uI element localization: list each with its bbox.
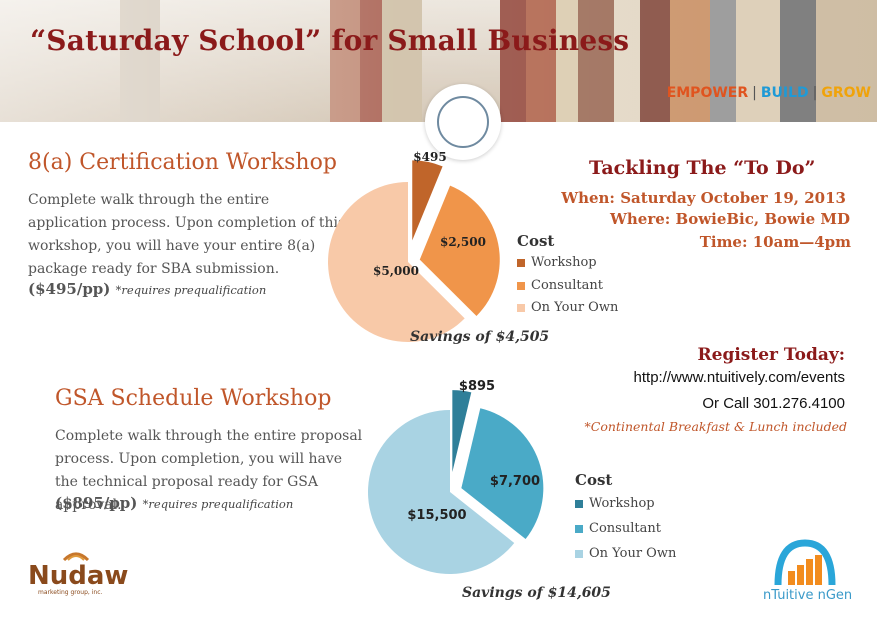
event-where: Where: BowieBic, Bowie MD [610, 210, 850, 228]
workshop1-legend-title: Cost [517, 232, 555, 250]
nudawn-logo: Nudawn marketing group, inc. [28, 548, 147, 602]
workshop1-legend-workshop: Workshop [517, 255, 597, 270]
workshop1-cost-pie-chart: $495 $2,500 $5,000 [328, 150, 500, 342]
legend-label: Consultant [531, 278, 603, 293]
pie-data-label: $2,500 [440, 235, 486, 249]
workshop2-savings: Savings of $14,605 [462, 585, 611, 601]
pie-data-label: $495 [413, 150, 446, 164]
pie-slice-on-your-own [368, 410, 515, 574]
pie-data-label: $5,000 [373, 264, 419, 278]
ntuitive-logo-icon [770, 535, 840, 594]
tagline-grow: GROW [821, 85, 871, 101]
ring-ornament-icon [425, 84, 501, 160]
legend-swatch [517, 281, 525, 290]
workshop2-cost-pie-chart: $895 $7,700 $15,500 [368, 379, 544, 574]
workshop2-price-line: ($895/pp) *requires prequalification [55, 494, 293, 512]
nudawn-logo-text: Nudawn [28, 561, 128, 591]
tagline: EMPOWER | BUILD | GROW [667, 85, 871, 101]
pie-data-label: $7,700 [490, 474, 540, 489]
workshop2-title: GSA Schedule Workshop [55, 386, 332, 411]
workshop2-legend-on-your-own: On Your Own [575, 546, 676, 561]
legend-swatch [575, 524, 583, 533]
workshop1-price-line: ($495/pp) *requires prequalification [28, 280, 266, 298]
nudawn-logo-subtext: marketing group, inc. [38, 589, 102, 596]
pie-slice-consultant [461, 408, 544, 540]
workshop2-legend-workshop: Workshop [575, 496, 655, 511]
register-phone: Or Call 301.276.4100 [702, 395, 845, 412]
legend-label: Workshop [589, 496, 655, 511]
pie-data-label: $895 [459, 379, 495, 394]
workshop2-legend-title: Cost [575, 471, 613, 489]
legend-swatch [575, 549, 583, 558]
workshop1-legend-on-your-own: On Your Own [517, 300, 618, 315]
register-url-link[interactable]: http://www.ntuitively.com/events [633, 369, 845, 386]
tagline-separator: | [812, 85, 818, 101]
legend-swatch [517, 258, 525, 267]
legend-label: On Your Own [531, 300, 619, 315]
workshop1-requirement: *requires prequalification [115, 283, 267, 297]
legend-label: On Your Own [589, 546, 677, 561]
workshop1-price: ($495/pp) [28, 280, 111, 298]
meal-note: *Continental Breakfast & Lunch included [584, 419, 847, 434]
event-time: Time: 10am—4pm [699, 233, 851, 251]
pie-slice-workshop [452, 390, 472, 473]
page-title: “Saturday School” for Small Business [30, 24, 630, 57]
legend-label: Workshop [531, 255, 597, 270]
tagline-build: BUILD [760, 85, 809, 101]
legend-swatch [575, 499, 583, 508]
pie-slice-workshop [412, 160, 443, 241]
legend-label: Consultant [589, 521, 661, 536]
workshop1-savings: Savings of $4,505 [410, 329, 550, 345]
pie-slice-on-your-own [328, 182, 465, 342]
register-title: Register Today: [697, 345, 846, 365]
workshop2-legend-consultant: Consultant [575, 521, 661, 536]
event-title: Tackling The “To Do” [589, 157, 816, 179]
ntuitive-logo-text: nTuitive nGen [763, 588, 853, 603]
event-when: When: Saturday October 19, 2013 [561, 189, 846, 207]
legend-swatch [517, 303, 525, 312]
workshop2-description: Complete walk through the entire proposa… [55, 428, 363, 513]
header-banner: “Saturday School” for Small Business EMP… [0, 0, 877, 122]
pie-data-label: $15,500 [407, 508, 466, 523]
workshop1-legend-consultant: Consultant [517, 278, 603, 293]
workshop1-title: 8(a) Certification Workshop [28, 150, 337, 175]
tagline-empower: EMPOWER [666, 85, 749, 101]
workshop2-requirement: *requires prequalification [142, 497, 294, 511]
workshop2-price: ($895/pp) [55, 494, 138, 512]
pie-slice-consultant [419, 185, 500, 317]
workshop1-description: Complete walk through the entire applica… [28, 192, 346, 277]
tagline-separator: | [752, 85, 757, 101]
